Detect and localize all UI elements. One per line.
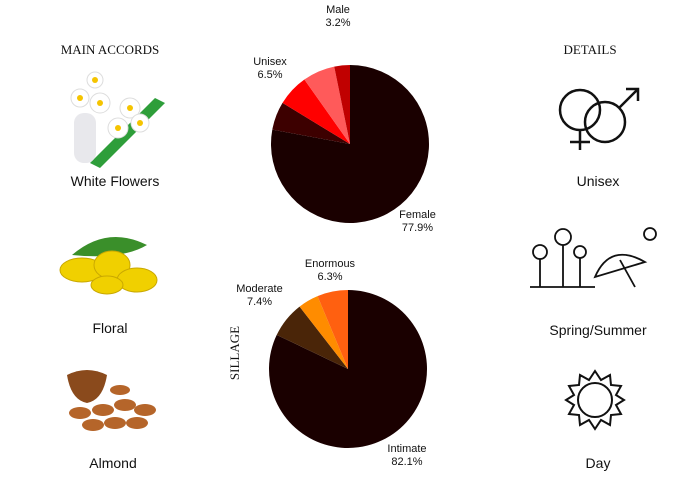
- accord-white-flowers: White Flowers: [70, 173, 160, 189]
- almond-bowl-image: [67, 370, 156, 431]
- pie-slice-unisex: [282, 79, 350, 144]
- detail-spring-summer: Spring/Summer: [549, 322, 647, 338]
- ylang-flower-image: [59, 237, 158, 295]
- gender-pie-chart: [271, 65, 429, 224]
- gender-symbols-icon: [558, 87, 640, 150]
- pie-label-female: Female 77.9%: [399, 209, 436, 234]
- sun-icon: [564, 369, 626, 431]
- pie-slice-female: [271, 65, 429, 224]
- pie-slice-male: [334, 65, 350, 144]
- pie-slice-unlabeled-2: [299, 296, 348, 369]
- pie-label-moderate: Moderate 7.4%: [236, 283, 283, 308]
- pie-slice-moderate: [276, 306, 348, 369]
- detail-unisex: Unisex: [576, 173, 620, 189]
- pie-slice-unlabeled-3: [304, 66, 350, 144]
- pie-slice-enormous: [317, 290, 348, 369]
- details-title: DETAILS: [563, 42, 617, 57]
- white-flowers-image: [70, 71, 165, 168]
- spring-summer-icon: [530, 227, 657, 288]
- pie-slice-unlabeled-1: [272, 102, 350, 144]
- detail-day: Day: [585, 455, 611, 471]
- pie-label-unisex: Unisex 6.5%: [253, 56, 287, 81]
- main-accords-title: MAIN ACCORDS: [60, 42, 160, 57]
- accord-floral: Floral: [92, 320, 128, 336]
- sillage-title: SILLAGE: [227, 325, 242, 381]
- pie-label-enormous: Enormous 6.3%: [304, 258, 356, 283]
- pie-label-intimate: Intimate 82.1%: [387, 443, 427, 468]
- accord-almond: Almond: [89, 455, 137, 471]
- sillage-pie-chart: [269, 290, 427, 448]
- pie-label-male: Male 3.2%: [325, 4, 351, 29]
